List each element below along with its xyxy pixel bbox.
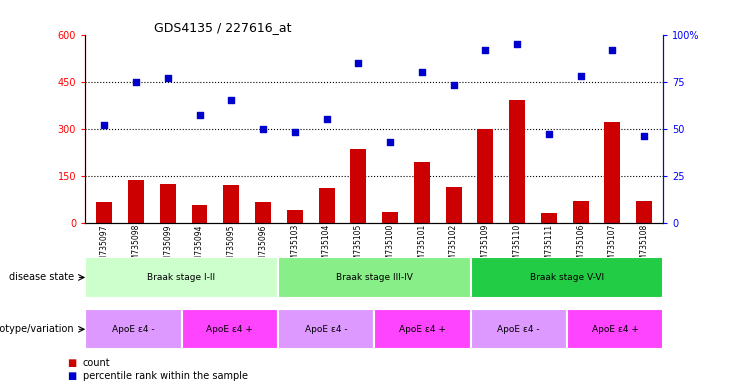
Bar bbox=[509, 101, 525, 223]
Bar bbox=[85, 309, 182, 349]
Bar bbox=[477, 129, 494, 223]
Bar bbox=[223, 185, 239, 223]
Text: percentile rank within the sample: percentile rank within the sample bbox=[83, 371, 248, 381]
Bar bbox=[128, 180, 144, 223]
Point bbox=[416, 69, 428, 75]
Bar bbox=[96, 202, 112, 223]
Bar bbox=[255, 202, 271, 223]
Bar bbox=[160, 184, 176, 223]
Point bbox=[225, 98, 237, 104]
Text: Braak stage I-II: Braak stage I-II bbox=[147, 273, 216, 282]
Point bbox=[353, 60, 365, 66]
Text: disease state: disease state bbox=[9, 272, 73, 283]
Bar bbox=[85, 257, 278, 298]
Bar bbox=[287, 210, 303, 223]
Text: ApoE ε4 +: ApoE ε4 + bbox=[591, 325, 639, 334]
Text: genotype/variation: genotype/variation bbox=[0, 324, 73, 334]
Point bbox=[606, 46, 618, 53]
Text: ApoE ε4 +: ApoE ε4 + bbox=[206, 325, 253, 334]
Bar bbox=[319, 188, 334, 223]
Text: ■: ■ bbox=[67, 358, 76, 368]
Text: GDS4135 / 227616_at: GDS4135 / 227616_at bbox=[153, 21, 291, 34]
Point bbox=[479, 46, 491, 53]
Point bbox=[638, 133, 650, 139]
Bar bbox=[182, 309, 278, 349]
Point bbox=[321, 116, 333, 122]
Bar bbox=[350, 149, 366, 223]
Bar bbox=[374, 309, 471, 349]
Point bbox=[99, 122, 110, 128]
Point bbox=[289, 129, 301, 136]
Bar bbox=[414, 162, 430, 223]
Bar bbox=[605, 122, 620, 223]
Text: count: count bbox=[83, 358, 110, 368]
Bar bbox=[382, 212, 398, 223]
Text: ApoE ε4 -: ApoE ε4 - bbox=[112, 325, 155, 334]
Text: ApoE ε4 -: ApoE ε4 - bbox=[497, 325, 540, 334]
Bar bbox=[471, 309, 567, 349]
Point bbox=[130, 79, 142, 85]
Bar bbox=[471, 257, 663, 298]
Point bbox=[384, 139, 396, 145]
Point bbox=[511, 41, 523, 47]
Text: Braak stage V-VI: Braak stage V-VI bbox=[530, 273, 604, 282]
Text: ■: ■ bbox=[67, 371, 76, 381]
Text: Braak stage III-IV: Braak stage III-IV bbox=[336, 273, 413, 282]
Bar bbox=[278, 257, 471, 298]
Bar bbox=[541, 214, 556, 223]
Bar bbox=[192, 205, 207, 223]
Point bbox=[575, 73, 587, 79]
Bar bbox=[567, 309, 663, 349]
Bar bbox=[278, 309, 374, 349]
Text: ApoE ε4 -: ApoE ε4 - bbox=[305, 325, 348, 334]
Point bbox=[162, 75, 173, 81]
Bar bbox=[573, 201, 588, 223]
Bar bbox=[445, 187, 462, 223]
Point bbox=[257, 126, 269, 132]
Bar bbox=[637, 201, 652, 223]
Point bbox=[193, 113, 205, 119]
Point bbox=[448, 82, 459, 88]
Point bbox=[543, 131, 555, 137]
Text: ApoE ε4 +: ApoE ε4 + bbox=[399, 325, 446, 334]
